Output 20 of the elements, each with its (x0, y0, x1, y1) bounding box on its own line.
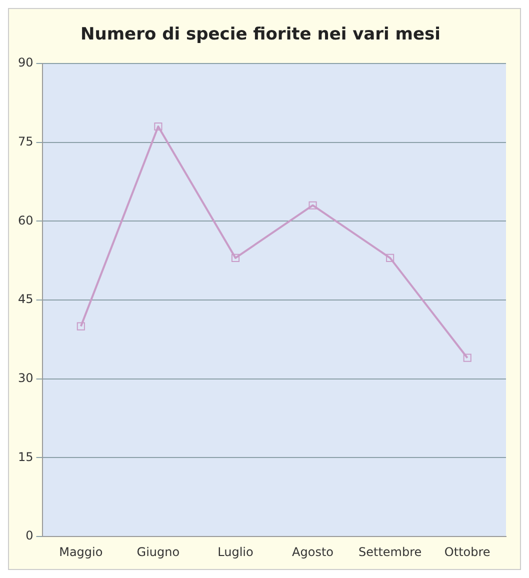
y-tick-label: 0 (26, 528, 34, 543)
point (463, 354, 472, 362)
x-tick-label: Ottobre (444, 544, 490, 559)
y-tick-label: 30 (18, 370, 34, 385)
y-tick-label: 45 (18, 292, 34, 306)
x-tick-label: Luglio (218, 544, 254, 559)
point (76, 322, 85, 330)
y-tick-label: 15 (18, 450, 34, 464)
x-tick-label: Settembre (358, 544, 422, 559)
point (308, 201, 317, 210)
x-tick-label: Maggio (59, 544, 103, 559)
point (154, 122, 162, 131)
point (386, 254, 394, 262)
y-tick-label: 90 (18, 56, 34, 70)
point (231, 254, 240, 262)
chart-title: Numero di specie fiorite nei vari mesi (80, 24, 440, 45)
y-tick-label: 60 (18, 213, 34, 228)
y-tick-label: 75 (18, 134, 34, 148)
x-tick-label: Giugno (136, 544, 180, 559)
x-tick-label: Agosto (292, 544, 334, 559)
